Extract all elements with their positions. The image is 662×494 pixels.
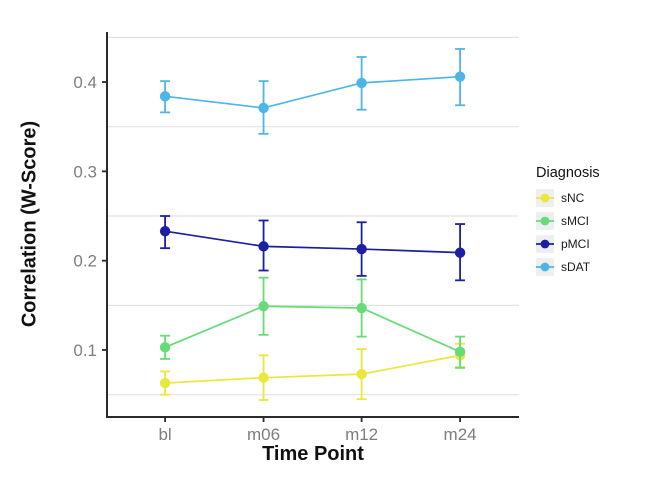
data-point-sMCI [258,301,269,312]
data-point-pMCI [159,225,171,237]
y-tick-label: 0.1 [73,341,97,360]
y-tick-label: 0.4 [73,73,97,92]
legend-label: pMCI [561,236,590,251]
sdat-point-icon [536,257,554,276]
legend-item-smci: sMCI [536,209,600,232]
data-point-pMCI [356,243,367,255]
x-tick-label: m06 [247,425,280,444]
data-point-pMCI [454,247,466,258]
legend-item-pmci: pMCI [536,232,600,255]
snc-point-icon [536,188,554,207]
x-axis-title: Time Point [262,443,364,465]
legend-title: Diagnosis [536,165,600,181]
series-line-sMCI [164,305,461,353]
legend-label: sMCI [561,213,589,228]
data-point-sNC [258,372,269,383]
data-point-sMCI [356,302,367,314]
legend-item-sdat: sDAT [536,255,600,278]
legend-item-snc: sNC [536,186,600,209]
x-tick-label: m24 [444,425,477,444]
data-point-sNC [356,368,367,380]
data-point-pMCI [258,241,269,252]
y-tick-label: 0.2 [73,252,97,271]
data-point-sMCI [454,346,466,357]
series-line-sNC [165,354,461,384]
legend: Diagnosis sNC sMCI pMCI sDAT [536,165,600,278]
series-line-sDAT [164,75,461,109]
pmci-point-icon [536,234,554,253]
series-line-pMCI [164,230,461,254]
data-point-sDAT [258,102,269,114]
legend-label: sNC [561,190,585,205]
data-point-sDAT [454,71,466,82]
smci-point-icon [536,211,554,230]
x-tick-label: bl [158,425,171,444]
y-axis-title: Correlation (W-Score) [18,120,41,328]
y-tick-label: 0.3 [73,162,97,181]
legend-label: sDAT [561,259,591,274]
data-point-sDAT [159,91,171,102]
data-point-sNC [159,377,171,389]
data-point-sDAT [356,77,367,89]
data-point-sMCI [159,342,171,353]
x-tick-label: m12 [345,425,378,444]
